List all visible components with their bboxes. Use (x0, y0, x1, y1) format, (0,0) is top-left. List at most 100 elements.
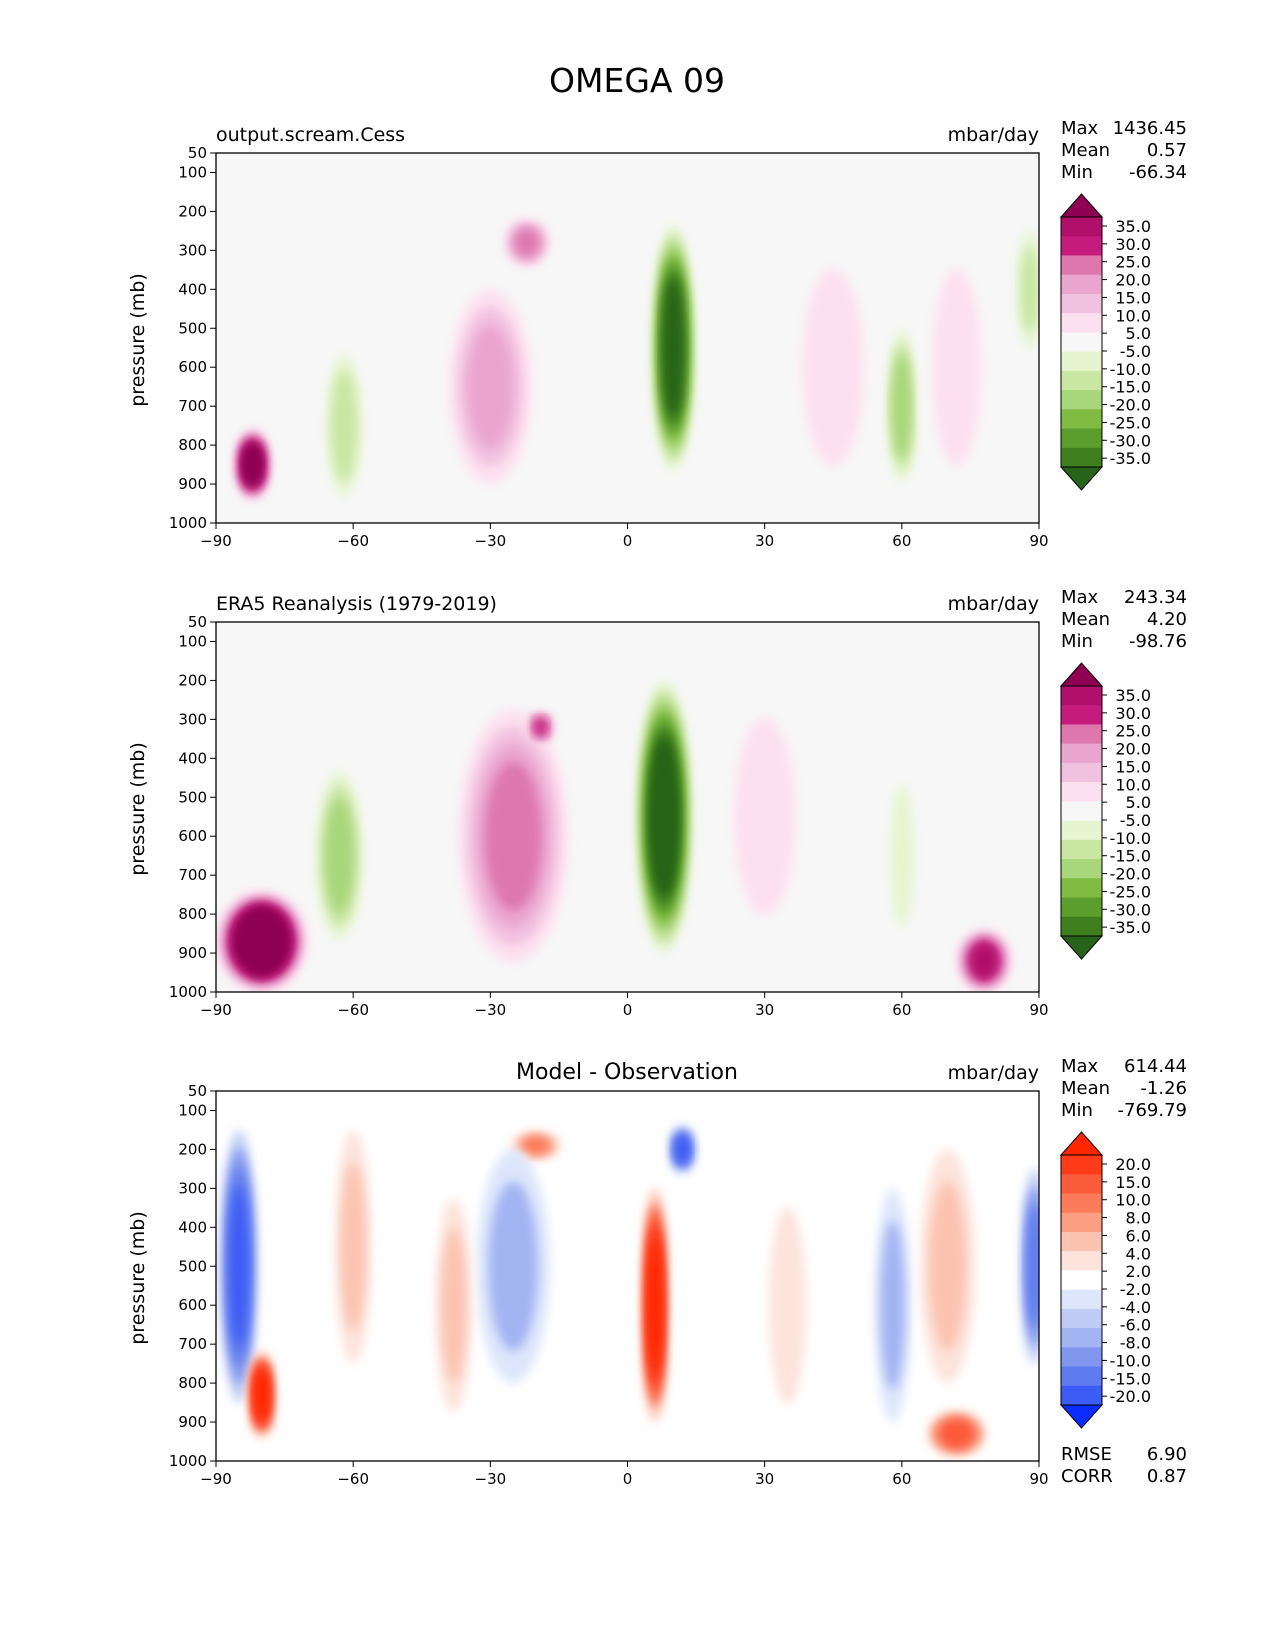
y-tick-label: 100 (178, 163, 207, 181)
colorbar-tick-label: -15.0 (1110, 378, 1151, 397)
colorbar-segment (1061, 1308, 1102, 1329)
colorbar-tick-label: 8.0 (1126, 1209, 1151, 1228)
colorbar-segment (1061, 782, 1102, 802)
stat-mean-label: Mean (1061, 1078, 1110, 1099)
y-axis-label: pressure (mb) (127, 742, 149, 876)
colorbar-segment (1061, 1155, 1102, 1175)
stat-mean-value: 0.57 (1147, 140, 1187, 161)
y-tick-label: 50 (188, 144, 207, 162)
colorbar-extend-top (1059, 193, 1104, 218)
field-contour (802, 268, 865, 467)
x-tick-label: −90 (200, 1001, 232, 1019)
metric-rmse-value: 6.90 (1147, 1444, 1187, 1465)
colorbar-tick-label: 10.0 (1115, 1191, 1151, 1210)
field-contour (892, 354, 912, 458)
colorbar-tick-label: -10.0 (1110, 1351, 1151, 1370)
y-tick-label: 800 (178, 1374, 207, 1392)
colorbar-tick-label: 10.0 (1115, 306, 1151, 325)
metric-rmse-label: RMSE (1061, 1444, 1112, 1465)
field-layer (220, 1126, 1039, 1456)
panel-title: Model - Observation (516, 1060, 738, 1085)
field-contour (971, 943, 997, 978)
colorbar-segment (1061, 686, 1102, 706)
colorbar-segment (1061, 1385, 1102, 1406)
colorbar-tick-label: 5.0 (1126, 324, 1151, 343)
field-layer (234, 215, 1039, 514)
colorbar-tick-label: -30.0 (1110, 900, 1151, 919)
colorbar-segment (1061, 1328, 1102, 1348)
x-tick-label: 90 (1029, 532, 1048, 550)
field-contour (488, 1181, 538, 1351)
colorbar-segment (1061, 1270, 1102, 1291)
colorbar-tick-label: 20.0 (1115, 740, 1151, 759)
y-tick-label: 500 (178, 1257, 207, 1275)
y-tick-label: 900 (178, 944, 207, 962)
field-contour (325, 798, 354, 913)
y-tick-label: 800 (178, 436, 207, 454)
y-tick-label: 50 (188, 613, 207, 631)
colorbar-tick-label: -25.0 (1110, 882, 1151, 901)
field-contour (467, 325, 514, 449)
colorbar-segment (1061, 332, 1102, 353)
stat-max-label: Max (1061, 1056, 1099, 1077)
field-contour (889, 785, 915, 927)
y-tick-label: 1000 (169, 514, 207, 532)
colorbar-segment (1061, 313, 1102, 333)
colorbar-tick-label: -35.0 (1110, 918, 1151, 937)
x-tick-label: −90 (200, 532, 232, 550)
panel-model: output.scream.Cess mbar/day pressure (mb… (127, 118, 1187, 550)
x-tick-label: −60 (337, 1001, 369, 1019)
y-tick-label: 50 (188, 1082, 207, 1100)
colorbar-segment (1061, 255, 1102, 276)
y-tick-label: 700 (178, 397, 207, 415)
colorbar-tick-label: 4.0 (1126, 1244, 1151, 1263)
x-tick-label: 0 (623, 1470, 633, 1488)
y-tick-label: 700 (178, 866, 207, 884)
colorbar-tick-label: 10.0 (1115, 775, 1151, 794)
colorbar-segment (1061, 236, 1102, 256)
field-contour (254, 1369, 269, 1420)
field-contour (534, 718, 548, 736)
field-contour (441, 1227, 467, 1383)
stat-min-value: -66.34 (1129, 162, 1187, 183)
field-contour (515, 228, 539, 257)
colorbar-tick-label: -6.0 (1120, 1316, 1151, 1335)
stat-min-value: -98.76 (1129, 631, 1187, 652)
x-tick-label: 60 (892, 1470, 911, 1488)
colorbar-extend-bottom (1059, 466, 1104, 491)
colorbar-tick-label: -10.0 (1110, 829, 1151, 848)
stat-mean-value: -1.26 (1140, 1078, 1187, 1099)
stat-min-value: -769.79 (1118, 1100, 1187, 1121)
field-contour (663, 279, 684, 417)
panel-title: ERA5 Reanalysis (1979-2019) (216, 593, 497, 615)
stat-max-label: Max (1061, 587, 1099, 608)
colorbar-segment (1061, 801, 1102, 822)
colorbar-segment (1061, 1289, 1102, 1310)
colorbar-extend-bottom (1059, 935, 1104, 960)
field-contour (929, 1181, 967, 1351)
field-contour (769, 1206, 807, 1405)
x-tick-label: 60 (892, 532, 911, 550)
colorbar-segment (1061, 274, 1102, 295)
field-contour (520, 1135, 552, 1156)
colorbar-segment (1061, 743, 1102, 764)
colorbar-tick-label: 20.0 (1115, 1155, 1151, 1174)
colorbar-segment (1061, 1174, 1102, 1194)
colorbar-segment (1061, 390, 1102, 410)
stat-max-value: 243.34 (1124, 587, 1187, 608)
colorbar-tick-label: 15.0 (1115, 1173, 1151, 1192)
colorbar-tick-label: 2.0 (1126, 1262, 1151, 1281)
colorbar-tick-label: -20.0 (1110, 1387, 1151, 1406)
colorbar-tick-label: 20.0 (1115, 271, 1151, 290)
colorbar-tick-label: -5.0 (1120, 811, 1151, 830)
colorbar-segment (1061, 1347, 1102, 1368)
colorbar-tick-label: -20.0 (1110, 865, 1151, 884)
y-tick-label: 200 (178, 202, 207, 220)
colorbar-frame (1060, 685, 1103, 937)
colorbar-tick-label: 15.0 (1115, 757, 1151, 776)
colorbar-tick-label: -10.0 (1110, 360, 1151, 379)
colorbar-tick-label: -2.0 (1120, 1280, 1151, 1299)
colorbar-extend-bottom (1059, 1404, 1104, 1429)
colorbar-tick-label: 35.0 (1115, 217, 1151, 236)
y-tick-label: 1000 (169, 1452, 207, 1470)
